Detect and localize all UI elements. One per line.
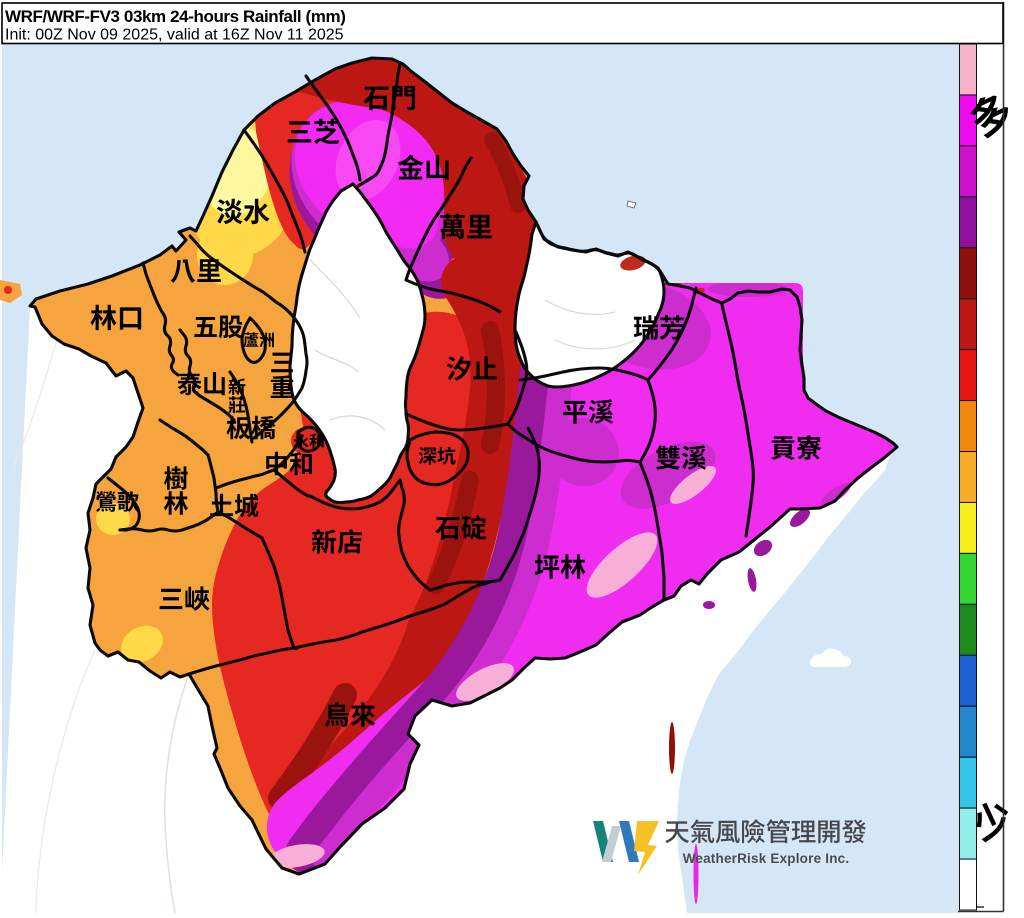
svg-text:Init: 00Z Nov 09 2025, valid a: Init: 00Z Nov 09 2025, valid at 16Z Nov … bbox=[5, 27, 344, 44]
svg-text:WeatherRisk Explore Inc.: WeatherRisk Explore Inc. bbox=[683, 851, 850, 866]
svg-text:WRF/WRF-FV3 03km 24-hours Rain: WRF/WRF-FV3 03km 24-hours Rainfall (mm) bbox=[5, 7, 346, 26]
